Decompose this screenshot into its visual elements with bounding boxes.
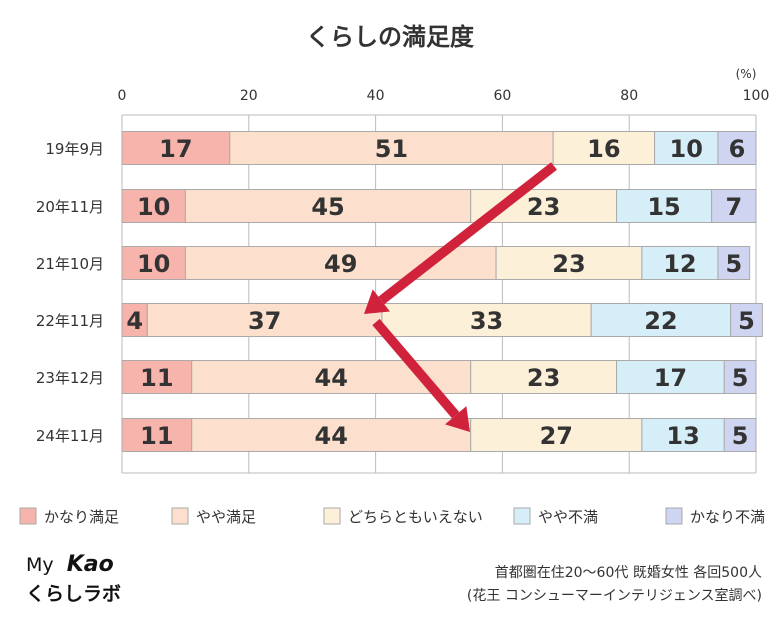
bar-value-label: 4 xyxy=(126,307,143,335)
bar-segment xyxy=(495,246,643,280)
bar-value-label: 10 xyxy=(670,135,703,163)
bar-value-label: 22 xyxy=(644,307,677,335)
bar-segment xyxy=(616,360,725,394)
category-label: 21年10月 xyxy=(36,255,104,273)
bar-segment xyxy=(229,131,554,165)
brand-logo-kao: Kao xyxy=(67,552,114,577)
bar-value-label: 7 xyxy=(725,193,742,221)
category-labels: 19年9月 20年11月 21年10月 22年11月 23年12月 24年11月 xyxy=(36,140,104,445)
bar-segment xyxy=(470,360,618,394)
arrow-down-right-icon xyxy=(372,318,470,432)
x-tick-label: 20 xyxy=(240,88,258,104)
bar-value-label: 51 xyxy=(375,135,408,163)
survey-note: 首都圏在住20～60代 既婚女性 各回500人 xyxy=(495,564,762,581)
bar-value-label: 11 xyxy=(140,364,173,392)
bar-value-label: 17 xyxy=(159,135,192,163)
bar-segment xyxy=(717,246,751,280)
legend-label: かなり満足 xyxy=(44,508,119,526)
legend-swatch xyxy=(19,507,37,525)
arrow-shaft xyxy=(378,162,557,305)
bar-segment xyxy=(121,360,193,394)
bar-segment xyxy=(470,418,643,452)
legend-label: やや不満 xyxy=(538,508,598,526)
legend-swatch xyxy=(323,507,341,525)
bar-segment xyxy=(723,418,757,452)
bar-value-label: 17 xyxy=(654,364,687,392)
x-tick-label: 0 xyxy=(118,88,127,104)
svg-text:My Kao: My Kao xyxy=(26,552,114,577)
brand-name: くらしラボ xyxy=(26,583,121,605)
trend-arrows xyxy=(364,162,557,432)
bar-value-label: 27 xyxy=(540,422,573,450)
bar-value-label: 16 xyxy=(587,135,620,163)
category-label: 19年9月 xyxy=(45,140,104,158)
bar-segment xyxy=(717,131,757,165)
legend-label: やや満足 xyxy=(196,508,256,526)
bar-value-label: 10 xyxy=(137,250,170,278)
bar-value-label: 12 xyxy=(663,250,696,278)
bar-segment xyxy=(121,246,186,280)
bar-value-label: 5 xyxy=(725,250,742,278)
bar-value-label: 11 xyxy=(140,422,173,450)
bar-segment xyxy=(590,303,732,337)
bar-value-label: 6 xyxy=(729,135,746,163)
bar-segment xyxy=(121,131,231,165)
bar-segment xyxy=(381,303,592,337)
chart-title: くらしの満足度 xyxy=(306,23,475,51)
legend: かなり満足 やや満足 どちらともいえない やや不満 かなり不満 xyxy=(19,507,765,526)
category-label: 24年11月 xyxy=(36,427,104,445)
brand-prefix: My xyxy=(26,554,54,576)
source-note: (花王 コンシューマーインテリジェンス室調べ) xyxy=(467,587,762,604)
bar-value-label: 23 xyxy=(527,193,560,221)
bar-value-label: 44 xyxy=(315,422,348,450)
brand-logo: My Kao くらしラボ xyxy=(26,552,121,605)
arrow-down-left-icon xyxy=(364,162,557,314)
bar-segment xyxy=(711,189,757,223)
bar-value-label: 23 xyxy=(527,364,560,392)
legend-swatch xyxy=(665,507,683,525)
arrow-head xyxy=(445,406,470,432)
bar-segment xyxy=(723,360,757,394)
x-tick-label: 100 xyxy=(743,88,770,104)
legend-swatch xyxy=(513,507,531,525)
arrow-shaft xyxy=(372,318,460,419)
bars: 17 51 16 10 6 10 45 23 15 7 10 49 23 12 5 4 37 33 22 5 11 44 2… xyxy=(121,131,763,452)
bar-value-label: 5 xyxy=(732,364,749,392)
x-tick-label: 80 xyxy=(620,88,638,104)
bar-segment xyxy=(184,189,472,223)
bar-value-label: 13 xyxy=(666,422,699,450)
bar-value-label: 5 xyxy=(738,307,755,335)
arrow-head xyxy=(364,289,390,314)
bar-segment xyxy=(641,246,719,280)
bar-value-label: 49 xyxy=(324,250,357,278)
bar-segment xyxy=(191,418,472,452)
bar-value-label: 10 xyxy=(137,193,170,221)
legend-label: かなり不満 xyxy=(690,508,765,526)
bar-value-label: 33 xyxy=(470,307,503,335)
legend-swatch xyxy=(171,507,189,525)
category-label: 23年12月 xyxy=(36,369,104,387)
unit-label: (%) xyxy=(736,67,757,81)
bar-segment xyxy=(121,303,148,337)
bar-value-label: 5 xyxy=(732,422,749,450)
bar-value-label: 37 xyxy=(248,307,281,335)
bar-segment xyxy=(641,418,725,452)
bar-value-label: 45 xyxy=(311,193,344,221)
bar-segment xyxy=(552,131,656,165)
bar-value-label: 44 xyxy=(315,364,348,392)
legend-label: どちらともいえない xyxy=(348,508,483,526)
x-axis-ticks: 0 20 40 60 80 100 xyxy=(118,88,770,104)
bar-segment xyxy=(121,418,193,452)
x-tick-label: 60 xyxy=(493,88,511,104)
bar-value-label: 23 xyxy=(552,250,585,278)
category-label: 20年11月 xyxy=(36,198,104,216)
x-tick-label: 40 xyxy=(367,88,385,104)
bar-segment xyxy=(730,303,763,337)
bar-value-label: 15 xyxy=(647,193,680,221)
category-label: 22年11月 xyxy=(36,312,104,330)
